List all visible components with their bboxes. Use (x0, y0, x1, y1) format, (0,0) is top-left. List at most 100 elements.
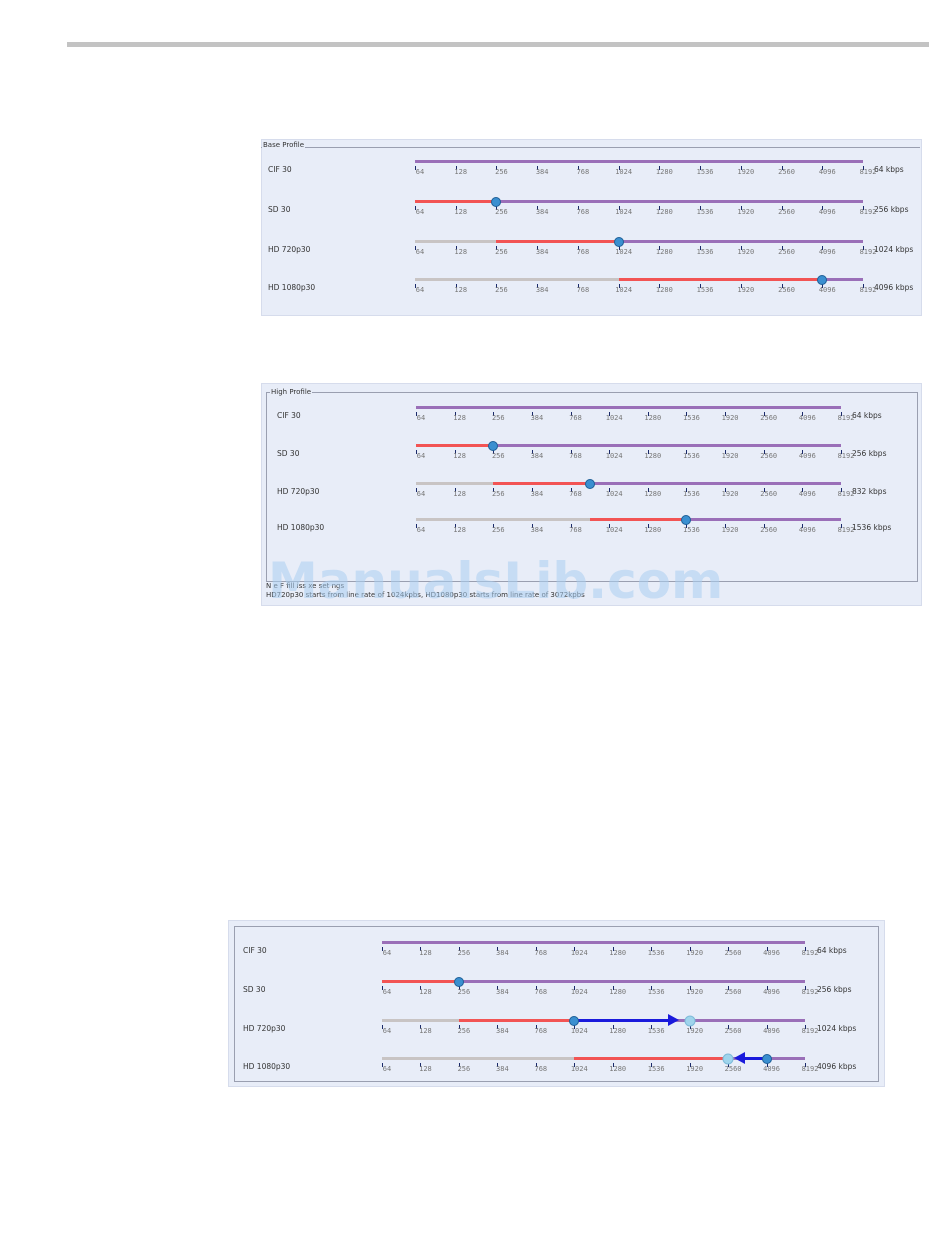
tick-mark (863, 246, 864, 250)
tick-mark (689, 947, 691, 951)
tick-mark (781, 166, 783, 170)
tick-label: 8192 (837, 490, 855, 498)
row-label: CIF 30 (268, 165, 292, 174)
tick-label: 768 (569, 452, 582, 460)
row-label: SD 30 (277, 449, 300, 458)
tick-label: 8192 (837, 414, 855, 422)
track-red-segment (382, 980, 459, 983)
tick-label: 1024 (605, 526, 623, 534)
tick-mark (822, 166, 824, 170)
tick-label: 128 (453, 414, 466, 422)
tick-mark (416, 450, 417, 454)
tick-mark (700, 246, 702, 250)
tick-label: 768 (576, 286, 590, 294)
tick-label: 4096 (818, 168, 836, 176)
tick-mark (612, 947, 614, 951)
tick-label: 256 (491, 452, 505, 460)
tick-label: 4096 (763, 988, 780, 996)
tick-label: 256 (495, 208, 508, 216)
track-purple-segment[interactable] (822, 278, 863, 281)
tick-mark (618, 166, 620, 170)
tick-label: 1280 (655, 208, 673, 216)
track-purple-segment[interactable] (589, 482, 841, 485)
tick-label: 4096 (798, 526, 816, 534)
slider-knob[interactable] (491, 196, 502, 207)
tick-label: 384 (530, 490, 544, 498)
slider-knob[interactable] (613, 236, 624, 247)
tick-label: 256 (495, 168, 508, 176)
tick-label: 256 (495, 286, 508, 294)
tick-label: 1280 (655, 168, 673, 176)
bitrate-value: 256 kbps (852, 449, 887, 458)
slider-knob[interactable] (761, 1053, 772, 1064)
slider-knob[interactable] (584, 478, 595, 489)
track-purple-segment[interactable] (493, 444, 841, 447)
track-purple-segment[interactable] (496, 200, 863, 203)
tick-mark (863, 284, 864, 288)
note-line-2: HD720p30 starts from line rate of 1024kp… (266, 591, 585, 599)
tick-mark (420, 1025, 422, 1029)
slider-knob[interactable] (681, 514, 692, 525)
tick-label: 128 (453, 452, 466, 460)
track-red-segment (589, 518, 687, 521)
tick-mark (841, 412, 842, 416)
track-purple-segment[interactable] (415, 160, 863, 163)
tick-label: 1920 (721, 414, 739, 422)
bitrate-value: 832 kbps (852, 487, 887, 496)
tick-mark (651, 1063, 653, 1067)
slider-knob[interactable] (453, 976, 464, 987)
tick-mark (802, 412, 804, 416)
tick-label: 64 (415, 168, 425, 176)
tick-label: 128 (454, 208, 468, 216)
track-purple-segment[interactable] (458, 980, 805, 983)
tick-label: 1920 (686, 1027, 704, 1035)
tick-mark (496, 246, 498, 250)
tick-mark (863, 206, 864, 210)
tick-mark (647, 450, 649, 454)
tick-mark (740, 246, 742, 250)
target-knob-ghost (722, 1053, 734, 1064)
tick-label: 128 (453, 490, 466, 498)
tick-mark (496, 206, 498, 210)
tick-mark (458, 1063, 460, 1067)
tick-mark (766, 947, 768, 951)
tick-label: 256 (491, 490, 505, 498)
tick-mark (609, 488, 611, 492)
track-red-segment (458, 1019, 575, 1022)
tick-mark (763, 524, 765, 528)
track-purple-segment[interactable] (416, 406, 841, 409)
tick-label: 1024 (605, 490, 623, 498)
tick-mark (455, 206, 457, 210)
tick-label: 1024 (570, 988, 588, 996)
tick-label: 384 (496, 949, 509, 957)
track-purple-segment[interactable] (686, 518, 841, 521)
track-grey-segment (415, 278, 619, 281)
slider-knob[interactable] (569, 1015, 580, 1026)
panel-title: High Profile (270, 388, 313, 397)
tick-label: 8192 (859, 208, 877, 216)
tick-mark (458, 1025, 460, 1029)
tick-label: 384 (496, 1027, 509, 1035)
slider-knob[interactable] (817, 274, 828, 285)
tick-label: 1280 (644, 452, 662, 460)
tick-label: 1024 (615, 208, 633, 216)
bitrate-value: 4096 kbps (874, 283, 914, 292)
track-purple-segment[interactable] (618, 240, 863, 243)
tick-mark (686, 450, 688, 454)
tick-mark (805, 986, 806, 990)
tick-mark (609, 450, 611, 454)
tick-label: 1920 (686, 1065, 704, 1073)
tick-label: 256 (495, 248, 508, 256)
track-purple-segment[interactable] (382, 941, 805, 944)
slider-knob[interactable] (488, 440, 499, 451)
tick-label: 256 (491, 414, 505, 422)
tick-mark (570, 488, 572, 492)
tick-label: 1920 (737, 286, 755, 294)
tick-label: 2560 (760, 452, 778, 460)
tick-mark (659, 246, 661, 250)
tick-label: 128 (453, 526, 466, 534)
tick-mark (700, 166, 702, 170)
row-label: CIF 30 (243, 946, 267, 955)
tick-label: 2560 (724, 1027, 742, 1035)
note-line-1: N e F fill iss xe set ngs (266, 582, 345, 590)
